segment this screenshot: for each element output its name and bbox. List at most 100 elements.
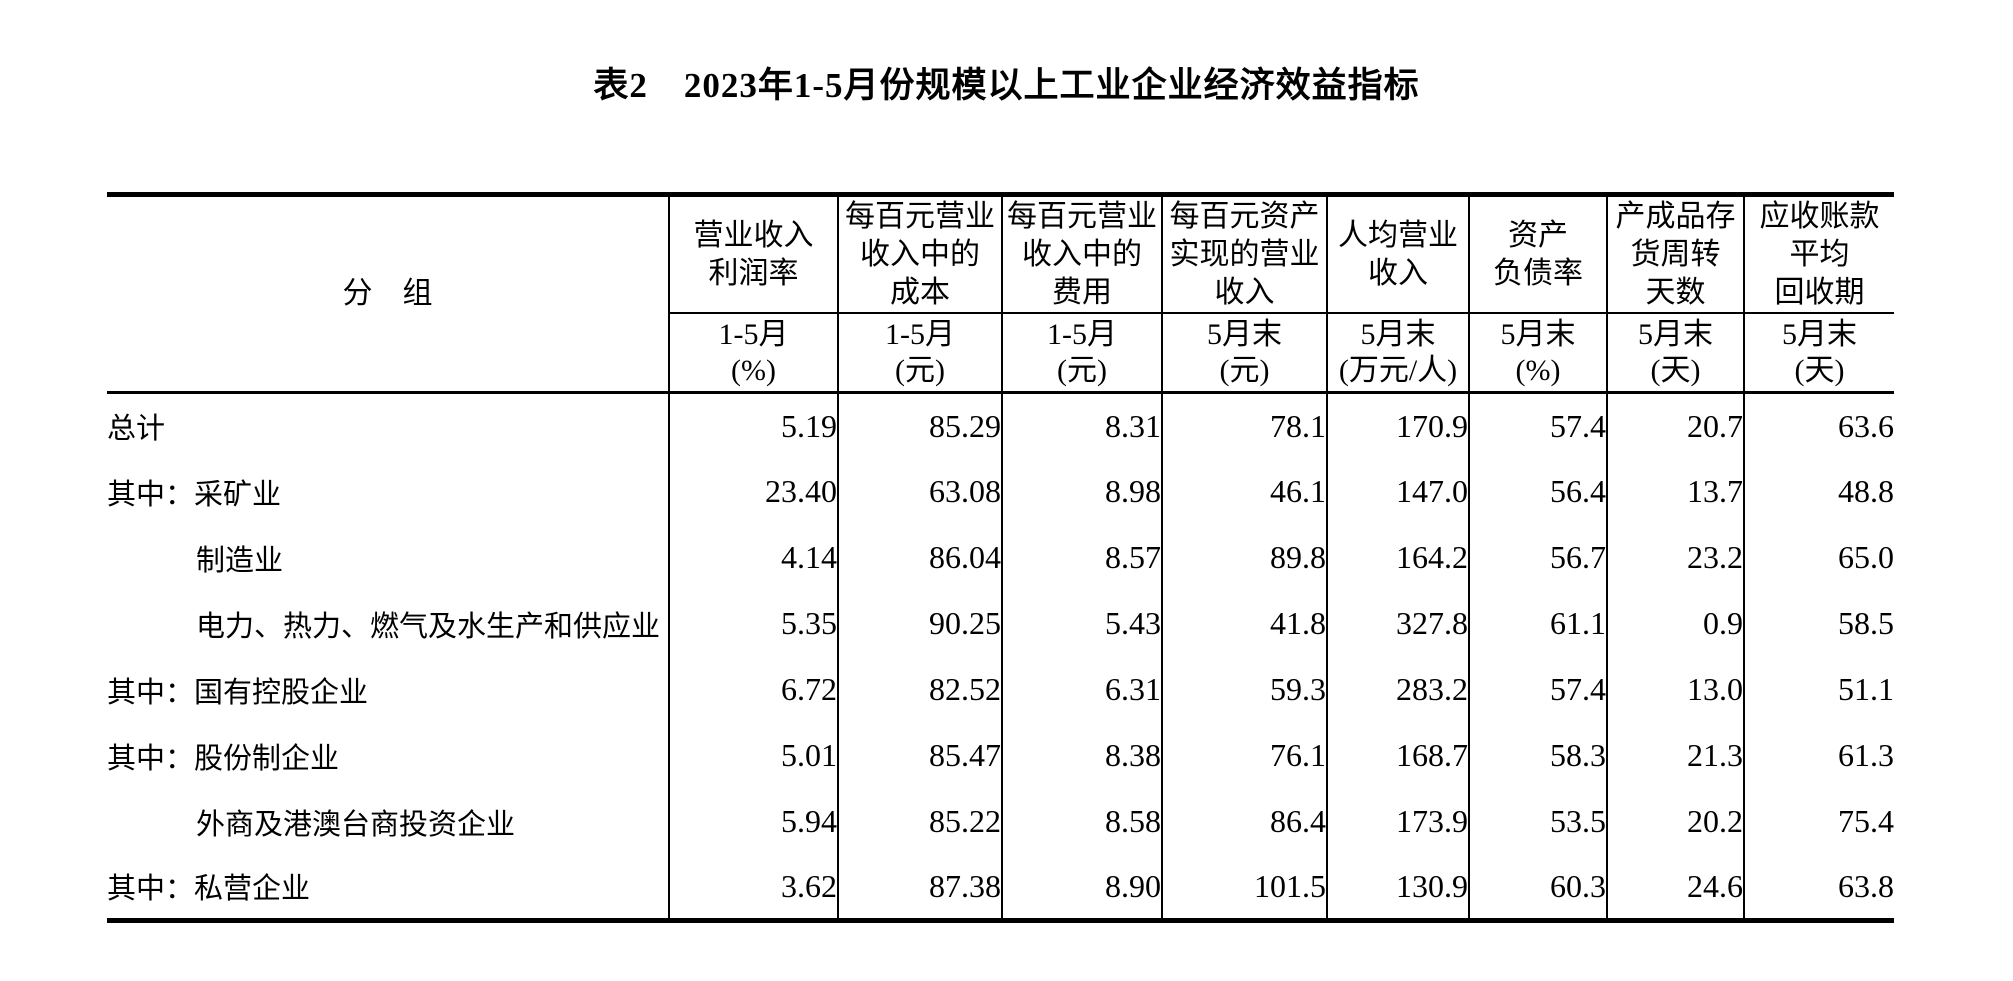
value-cell: 57.4 (1468, 392, 1607, 459)
group-header-cell: 分 组 (107, 194, 669, 394)
column-header-7: 应收账款 平均 回收期 (1743, 194, 1894, 314)
row-label: 其中：股份制企业 (107, 742, 340, 775)
column-header-1: 每百元营业 收入中的 成本 (837, 194, 1002, 314)
value-cell: 89.8 (1161, 524, 1327, 591)
column-header-0: 营业收入 利润率 (668, 194, 838, 314)
value-cell: 170.9 (1326, 392, 1469, 459)
value-cell: 8.38 (1001, 722, 1162, 789)
unit-cell-3: 5月末 (元) (1161, 313, 1327, 393)
table-row: 电力、热力、燃气及水生产和供应业 5.35 90.25 5.43 41.8 327.8 61… (107, 590, 1894, 657)
value-cell: 327.8 (1326, 590, 1469, 657)
table-row: 制造业 4.14 86.04 8.57 89.8 164.2 56.7 23.2 65.0 (107, 524, 1894, 591)
value-cell: 173.9 (1326, 788, 1469, 855)
value-cell: 86.04 (837, 524, 1002, 591)
value-cell: 164.2 (1326, 524, 1469, 591)
value-cell: 85.29 (837, 392, 1002, 459)
column-header-6: 产成品存 货周转 天数 (1606, 194, 1744, 314)
value-cell: 3.62 (668, 854, 838, 921)
value-cell: 24.6 (1606, 854, 1744, 921)
unit-cell-7: 5月末 (天) (1743, 313, 1894, 393)
column-header-4: 人均营业 收入 (1326, 194, 1469, 314)
table-head: 分 组营业收入 利润率 每百元营业 收入中的 成本 每百元营业 收入中的 费用 每百元… (107, 194, 1894, 394)
value-cell: 85.47 (837, 722, 1002, 789)
unit-cell-1: 1-5月 (元) (837, 313, 1002, 393)
value-cell: 82.52 (837, 656, 1002, 723)
value-cell: 41.8 (1161, 590, 1327, 657)
column-header-5: 资产 负债率 (1468, 194, 1607, 314)
row-label: 外商及港澳台商投资企业 (196, 808, 516, 841)
header-title-row: 分 组营业收入 利润率 每百元营业 收入中的 成本 每百元营业 收入中的 费用 每百元… (107, 194, 1894, 394)
value-cell: 75.4 (1743, 788, 1894, 855)
value-cell: 63.08 (837, 458, 1002, 525)
value-cell: 86.4 (1161, 788, 1327, 855)
value-cell: 56.7 (1468, 524, 1607, 591)
value-cell: 4.14 (668, 524, 838, 591)
value-cell: 63.6 (1743, 392, 1894, 459)
row-label: 总计 (107, 413, 166, 446)
value-cell: 8.58 (1001, 788, 1162, 855)
value-cell: 20.2 (1606, 788, 1744, 855)
value-cell: 57.4 (1468, 656, 1607, 723)
row-label: 其中：私营企业 (107, 873, 311, 906)
value-cell: 76.1 (1161, 722, 1327, 789)
unit-cell-0: 1-5月 (%) (668, 313, 838, 393)
value-cell: 61.3 (1743, 722, 1894, 789)
table-container: 分 组营业收入 利润率 每百元营业 收入中的 成本 每百元营业 收入中的 费用 每百元… (107, 192, 2013, 923)
header-unit-row: 1-5月 (%) 1-5月 (元) 1-5月 (元) 5月末 (元) 5月末 (万元/人… (107, 313, 1894, 393)
value-cell: 5.43 (1001, 590, 1162, 657)
column-header-2: 每百元营业 收入中的 费用 (1001, 194, 1162, 314)
table-row: 其中：股份制企业 5.01 85.47 8.38 76.1 168.7 58.3 21.3 61… (107, 722, 1894, 789)
value-cell: 65.0 (1743, 524, 1894, 591)
value-cell: 8.98 (1001, 458, 1162, 525)
value-cell: 13.7 (1606, 458, 1744, 525)
value-cell: 48.8 (1743, 458, 1894, 525)
column-header-3: 每百元资产 实现的营业 收入 (1161, 194, 1327, 314)
table-row: 其中：私营企业 3.62 87.38 8.90 101.5 130.9 60.3 24.6 63… (107, 854, 1894, 921)
row-label: 制造业 (196, 544, 284, 577)
value-cell: 58.3 (1468, 722, 1607, 789)
table-row: 总计 5.19 85.29 8.31 78.1 170.9 57.4 20.7 63.6 (107, 392, 1894, 459)
unit-cell-4: 5月末 (万元/人) (1326, 313, 1469, 393)
value-cell: 85.22 (837, 788, 1002, 855)
row-label: 其中：采矿业 (107, 478, 282, 511)
indicators-table: 分 组营业收入 利润率 每百元营业 收入中的 成本 每百元营业 收入中的 费用 每百元… (107, 192, 1894, 923)
value-cell: 63.8 (1743, 854, 1894, 921)
table-row: 其中：采矿业 23.40 63.08 8.98 46.1 147.0 56.4 13.7 48.… (107, 458, 1894, 525)
row-label: 其中：国有控股企业 (107, 676, 369, 709)
value-cell: 8.31 (1001, 392, 1162, 459)
unit-cell-2: 1-5月 (元) (1001, 313, 1162, 393)
value-cell: 147.0 (1326, 458, 1469, 525)
table-body: 总计 5.19 85.29 8.31 78.1 170.9 57.4 20.7 63.6 其中：采… (107, 392, 1894, 921)
value-cell: 21.3 (1606, 722, 1744, 789)
table-row: 外商及港澳台商投资企业 5.94 85.22 8.58 86.4 173.9 53.5 20.… (107, 788, 1894, 855)
value-cell: 283.2 (1326, 656, 1469, 723)
table-row: 其中：国有控股企业 6.72 82.52 6.31 59.3 283.2 57.4 13.0 5… (107, 656, 1894, 723)
value-cell: 87.38 (837, 854, 1002, 921)
table-title: 表2 2023年1-5月份规模以上工业企业经济效益指标 (593, 66, 1420, 105)
value-cell: 78.1 (1161, 392, 1327, 459)
value-cell: 8.90 (1001, 854, 1162, 921)
value-cell: 59.3 (1161, 656, 1327, 723)
value-cell: 60.3 (1468, 854, 1607, 921)
value-cell: 90.25 (837, 590, 1002, 657)
value-cell: 56.4 (1468, 458, 1607, 525)
value-cell: 61.1 (1468, 590, 1607, 657)
value-cell: 6.31 (1001, 656, 1162, 723)
value-cell: 5.94 (668, 788, 838, 855)
value-cell: 23.40 (668, 458, 838, 525)
unit-cell-6: 5月末 (天) (1606, 313, 1744, 393)
value-cell: 130.9 (1326, 854, 1469, 921)
value-cell: 168.7 (1326, 722, 1469, 789)
value-cell: 58.5 (1743, 590, 1894, 657)
value-cell: 23.2 (1606, 524, 1744, 591)
value-cell: 6.72 (668, 656, 838, 723)
value-cell: 13.0 (1606, 656, 1744, 723)
value-cell: 5.01 (668, 722, 838, 789)
value-cell: 5.19 (668, 392, 838, 459)
row-label: 电力、热力、燃气及水生产和供应业 (196, 610, 661, 643)
value-cell: 46.1 (1161, 458, 1327, 525)
value-cell: 8.57 (1001, 524, 1162, 591)
value-cell: 101.5 (1161, 854, 1327, 921)
value-cell: 0.9 (1606, 590, 1744, 657)
